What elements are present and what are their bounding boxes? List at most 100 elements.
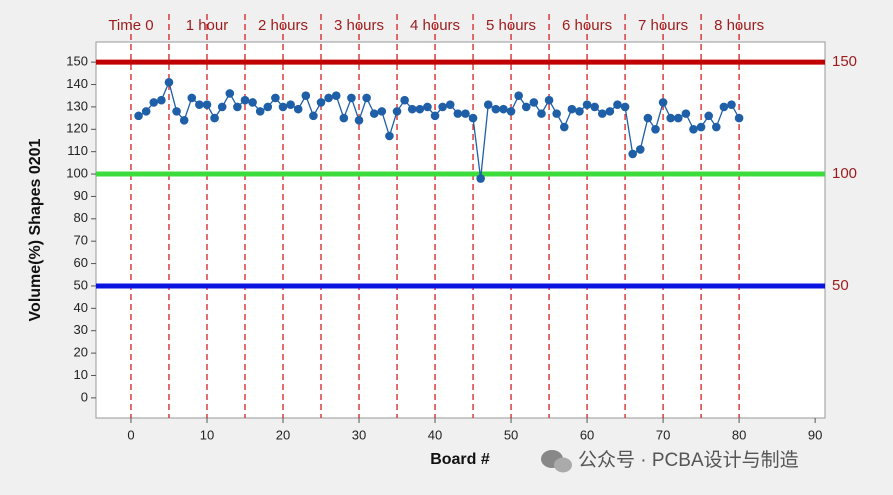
data-point [164, 77, 174, 87]
data-point [202, 100, 212, 109]
data-point [635, 145, 645, 154]
time-label: 8 hours [714, 17, 764, 34]
data-point [445, 100, 455, 109]
data-point [468, 113, 478, 123]
y-tick-label: 130 [66, 98, 88, 113]
data-point [423, 102, 432, 112]
data-point [339, 113, 349, 123]
data-point [567, 104, 577, 114]
data-point [620, 102, 630, 112]
data-point [704, 111, 713, 121]
data-point [605, 107, 615, 116]
x-tick-label: 60 [580, 427, 594, 442]
x-tick-label: 90 [808, 427, 822, 442]
data-point [240, 95, 250, 105]
data-point [179, 116, 189, 125]
data-point [324, 93, 333, 103]
data-point [681, 109, 691, 118]
data-point [400, 95, 409, 105]
data-point [134, 111, 143, 121]
reference-label: 50 [832, 277, 849, 294]
plot-area [95, 41, 826, 419]
data-point [225, 89, 235, 98]
data-point [590, 102, 599, 112]
y-tick-label: 70 [74, 233, 88, 248]
x-tick-label: 70 [656, 427, 670, 442]
data-point [544, 95, 554, 105]
data-point [506, 107, 516, 116]
data-point [651, 124, 660, 134]
data-point [476, 174, 485, 183]
y-tick-label: 30 [74, 322, 88, 337]
data-point [172, 107, 181, 116]
data-point [453, 109, 463, 118]
x-tick-label: 10 [200, 427, 214, 442]
data-point [415, 104, 425, 114]
watermark-icon [541, 450, 572, 473]
y-tick-label: 60 [74, 255, 88, 270]
data-point [461, 109, 470, 118]
y-tick-label: 20 [74, 345, 88, 360]
data-point [438, 102, 447, 112]
data-point [362, 93, 371, 103]
data-point [248, 98, 257, 107]
data-point [195, 100, 204, 109]
time-label: 5 hours [486, 17, 536, 34]
data-point [149, 98, 159, 107]
data-point [141, 107, 151, 116]
data-point [613, 100, 622, 109]
time-label: 1 hour [186, 17, 229, 34]
y-tick-label: 90 [74, 188, 88, 203]
data-point [537, 109, 546, 118]
data-point [696, 122, 706, 132]
data-point [552, 109, 561, 118]
data-point [309, 111, 318, 121]
data-point [369, 109, 379, 118]
time-label: Time 0 [108, 17, 153, 34]
data-point [582, 100, 592, 109]
data-point [286, 100, 295, 109]
data-point [210, 113, 219, 123]
data-point [255, 107, 265, 116]
x-tick-label: 0 [127, 427, 134, 442]
data-point [597, 109, 607, 118]
data-point [711, 122, 721, 132]
data-point [157, 95, 166, 105]
data-point [301, 91, 311, 101]
x-tick-label: 30 [352, 427, 366, 442]
y-tick-label: 50 [74, 277, 88, 292]
y-tick-label: 0 [81, 389, 88, 404]
time-label: 3 hours [334, 17, 384, 34]
reference-label: 150 [832, 53, 857, 70]
time-label: 7 hours [638, 17, 688, 34]
data-point [529, 98, 539, 107]
data-point [377, 107, 387, 116]
data-point [514, 91, 523, 101]
data-point [499, 104, 508, 114]
time-label: 6 hours [562, 17, 612, 34]
x-tick-label: 50 [504, 427, 518, 442]
data-point [491, 104, 501, 114]
data-point [689, 124, 698, 134]
time-label: 4 hours [410, 17, 460, 34]
y-tick-label: 140 [66, 76, 88, 91]
data-point [354, 116, 364, 125]
data-point [407, 104, 417, 114]
data-point [430, 111, 440, 121]
data-point [666, 113, 675, 123]
x-axis-title: Board # [430, 451, 490, 468]
data-point [385, 131, 394, 141]
data-point [673, 113, 683, 123]
data-point [658, 98, 668, 107]
y-tick-label: 150 [66, 54, 88, 69]
data-point [217, 102, 227, 112]
data-point [293, 104, 303, 114]
data-point [278, 102, 288, 112]
data-point [559, 122, 569, 132]
y-tick-label: 10 [74, 367, 88, 382]
data-point [347, 93, 356, 103]
x-tick-label: 40 [428, 427, 442, 442]
y-tick-label: 40 [74, 300, 88, 315]
data-point [734, 113, 744, 123]
y-axis-title: Volume(%) Shapes 0201 [27, 138, 44, 321]
